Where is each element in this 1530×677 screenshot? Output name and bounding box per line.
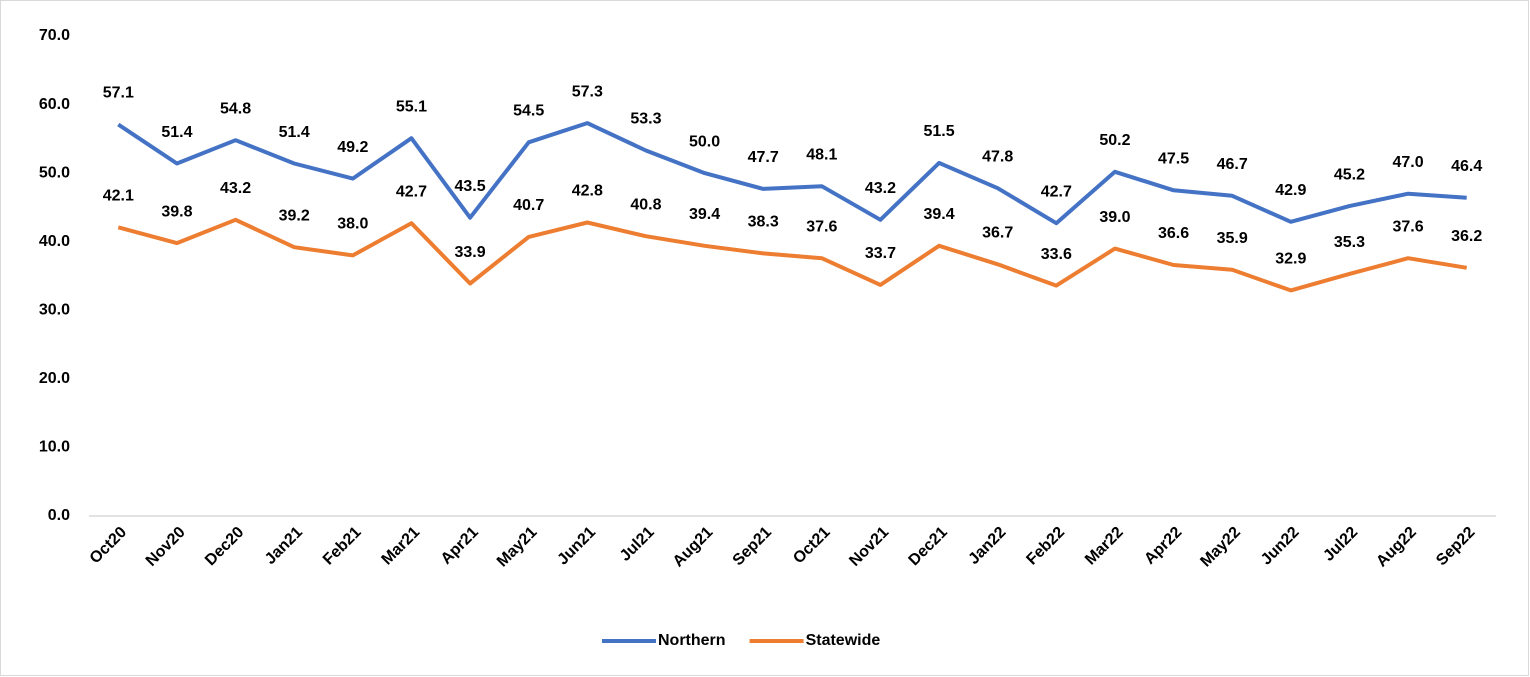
data-label: 36.2	[1451, 228, 1482, 245]
data-label: 39.4	[689, 206, 720, 223]
data-label: 40.8	[630, 196, 661, 213]
data-label: 42.1	[103, 188, 134, 205]
data-label: 46.4	[1451, 158, 1482, 175]
data-label: 51.4	[279, 124, 310, 141]
data-label: 42.8	[572, 183, 603, 200]
y-tick-label: 30.0	[39, 302, 70, 319]
series-line	[117, 217, 1468, 293]
data-label: 42.7	[1041, 183, 1072, 200]
data-label: 46.7	[1217, 156, 1248, 173]
data-label: 43.2	[220, 180, 251, 197]
data-label: 42.9	[1275, 182, 1306, 199]
y-tick-label: 20.0	[39, 370, 70, 387]
data-label: 38.3	[748, 214, 779, 231]
data-label: 32.9	[1275, 251, 1306, 268]
data-label: 45.2	[1334, 166, 1365, 183]
data-label: 38.0	[337, 216, 368, 233]
data-label: 48.1	[806, 146, 837, 163]
data-label: 51.4	[161, 124, 192, 141]
y-tick-label: 60.0	[39, 96, 70, 113]
y-tick-label: 10.0	[39, 439, 70, 456]
data-label: 50.0	[689, 133, 720, 150]
data-label: 33.9	[454, 244, 485, 261]
data-label: 43.5	[454, 178, 485, 195]
data-label: 47.5	[1158, 151, 1189, 168]
data-label: 47.8	[982, 148, 1013, 165]
data-label: 51.5	[923, 123, 954, 140]
data-label: 39.4	[923, 206, 954, 223]
data-label: 57.3	[572, 83, 603, 100]
data-label: 36.6	[1158, 225, 1189, 242]
y-tick-label: 70.0	[39, 27, 70, 44]
data-label: 42.7	[396, 183, 427, 200]
data-label: 55.1	[396, 98, 427, 115]
data-label: 53.3	[630, 111, 661, 128]
data-label: 37.6	[806, 218, 837, 235]
data-label: 40.7	[513, 197, 544, 214]
data-label: 54.8	[220, 100, 251, 117]
data-label: 47.7	[748, 149, 779, 166]
data-label: 35.3	[1334, 234, 1365, 251]
data-label: 36.7	[982, 225, 1013, 242]
y-tick-label: 50.0	[39, 164, 70, 181]
data-label: 39.2	[279, 207, 310, 224]
data-label: 47.0	[1392, 154, 1423, 171]
y-tick-label: 0.0	[48, 507, 70, 524]
data-label: 33.7	[865, 245, 896, 262]
data-label: 49.2	[337, 139, 368, 156]
data-label: 50.2	[1099, 132, 1130, 149]
data-label: 39.8	[161, 203, 192, 220]
data-label: 39.0	[1099, 209, 1130, 226]
legend-label: Northern	[658, 632, 726, 649]
series-line	[117, 121, 1467, 226]
data-label: 35.9	[1217, 230, 1248, 247]
y-tick-label: 40.0	[39, 233, 70, 250]
data-label: 43.2	[865, 180, 896, 197]
data-label: 33.6	[1041, 246, 1072, 263]
data-label: 54.5	[513, 103, 544, 120]
data-label: 37.6	[1392, 218, 1423, 235]
data-label: 57.1	[103, 85, 134, 102]
legend-label: Statewide	[806, 632, 881, 649]
